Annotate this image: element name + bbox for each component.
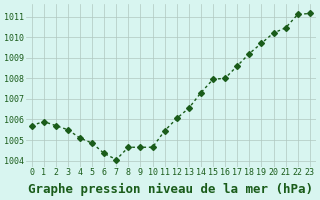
X-axis label: Graphe pression niveau de la mer (hPa): Graphe pression niveau de la mer (hPa) xyxy=(28,183,313,196)
